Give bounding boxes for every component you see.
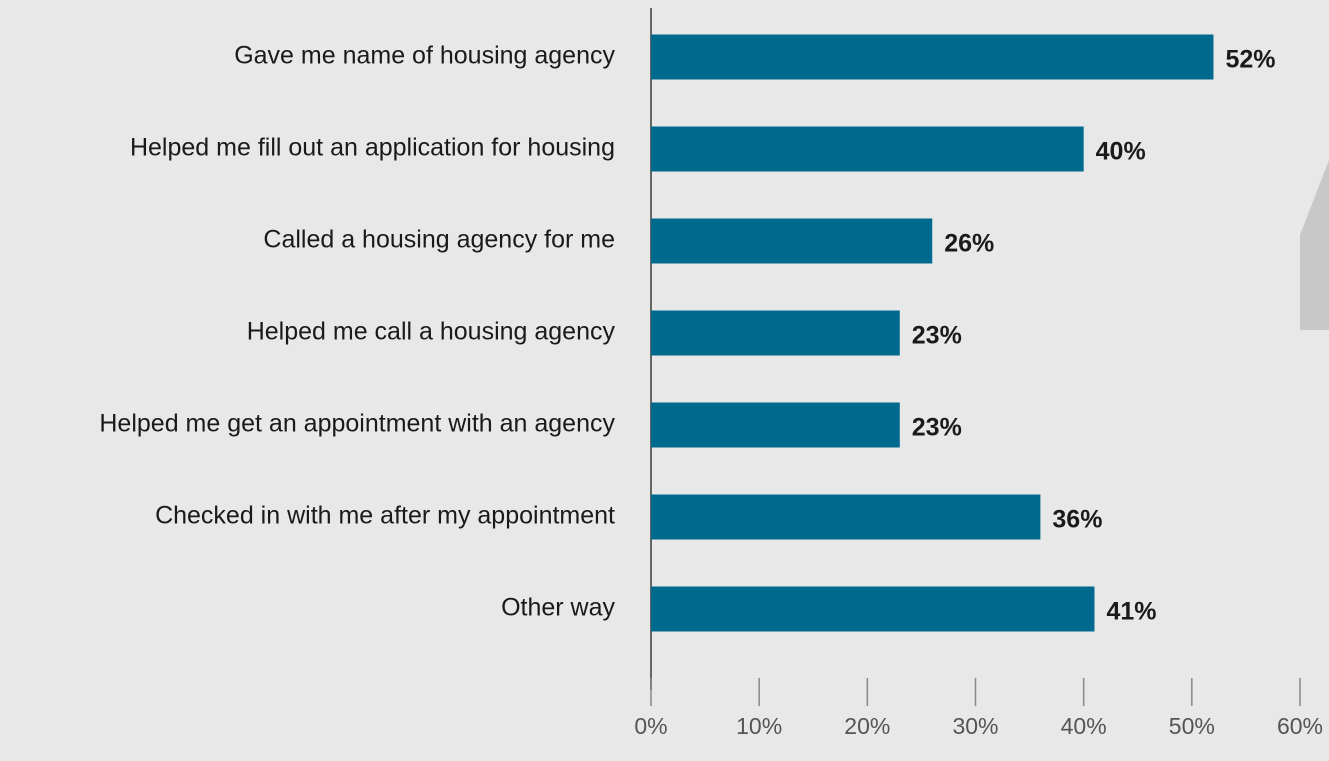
y-tick-label: Helped me fill out an application for ho…	[130, 134, 615, 162]
value-label: 52%	[1225, 46, 1275, 74]
x-tick-label: 40%	[1061, 713, 1107, 739]
y-tick-label: Helped me get an appointment with an age…	[99, 410, 615, 438]
x-tick-label: 60%	[1277, 713, 1323, 739]
bar	[651, 586, 1095, 632]
y-tick-label: Gave me name of housing agency	[234, 42, 615, 70]
bar	[651, 218, 933, 264]
value-label: 23%	[912, 322, 962, 350]
bar	[651, 402, 900, 448]
value-label: 40%	[1096, 138, 1146, 166]
bar	[651, 494, 1041, 540]
bar	[651, 310, 900, 356]
house-decoration	[1300, 160, 1329, 330]
y-tick-label: Called a housing agency for me	[263, 226, 615, 254]
value-label: 36%	[1052, 506, 1102, 534]
y-tick-label: Helped me call a housing agency	[247, 318, 616, 346]
y-tick-label: Checked in with me after my appointment	[155, 502, 615, 530]
value-label: 26%	[944, 230, 994, 258]
bar	[651, 126, 1084, 172]
x-tick-label: 0%	[634, 713, 667, 739]
x-tick-label: 50%	[1169, 713, 1215, 739]
value-label: 41%	[1106, 598, 1156, 626]
value-label: 23%	[912, 414, 962, 442]
x-tick-label: 10%	[736, 713, 782, 739]
x-tick-label: 30%	[952, 713, 998, 739]
y-tick-label: Other way	[501, 594, 615, 622]
x-tick-label: 20%	[844, 713, 890, 739]
bar	[651, 34, 1214, 80]
